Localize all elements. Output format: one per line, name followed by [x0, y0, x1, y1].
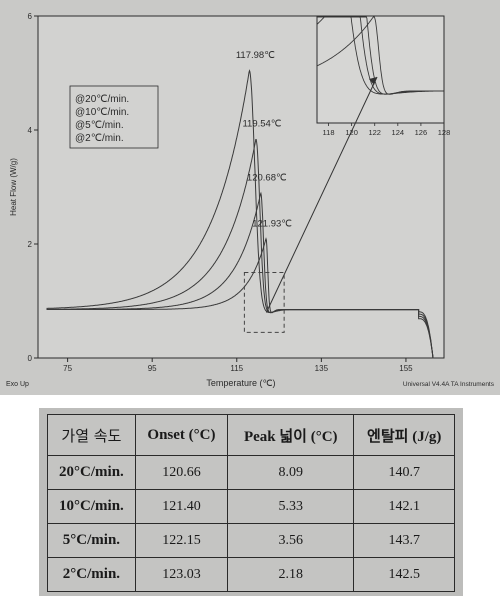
- table-row: 5°C/min. 122.15 3.56 143.7: [47, 523, 455, 558]
- dsc-chart-photo: 75 95 115 135 155 0 2 4 6 Temperature (℃) Heat Flo…: [0, 0, 500, 395]
- inset-x-tick-label: 118: [323, 128, 335, 137]
- cell-enthalpy: 142.1: [353, 489, 455, 524]
- dsc-chart: 75 95 115 135 155 0 2 4 6 Temperature (℃) Heat Flo…: [6, 12, 495, 388]
- zoom-arrow-line: [265, 76, 378, 313]
- x-tick-label: 95: [148, 364, 157, 373]
- cell-rate: 10°C/min.: [47, 489, 136, 524]
- legend-box: [69, 85, 159, 149]
- inset-x-tick-label: 126: [415, 128, 428, 137]
- cell-peak-width: 3.56: [227, 523, 355, 558]
- instrument-note: Universal V4.4A TA Instruments: [403, 381, 495, 388]
- table-row: 10°C/min. 121.40 5.33 142.1: [47, 489, 455, 524]
- peak-label: 121.93℃: [252, 218, 292, 229]
- cell-enthalpy: 140.7: [353, 455, 455, 490]
- y-tick-label: 2: [28, 240, 33, 249]
- y-axis-label: Heat Flow (W/g): [9, 158, 18, 216]
- cell-peak-width: 5.33: [227, 489, 355, 524]
- inset-series-line-4: [316, 16, 444, 95]
- peak-label: 119.54℃: [242, 119, 281, 130]
- inset-x-tick-label: 122: [368, 128, 381, 137]
- y-tick-label: 6: [28, 12, 33, 21]
- table-row: 20°C/min. 120.66 8.09 140.7: [47, 455, 455, 490]
- peak-label: 120.68℃: [247, 173, 287, 184]
- x-axis-label: Temperature (℃): [206, 378, 275, 388]
- exo-up-note: Exo Up: [6, 381, 29, 388]
- legend-entry: @20℃/min.: [75, 94, 129, 105]
- table-row: 2°C/min. 123.03 2.18 142.5: [47, 557, 455, 592]
- x-tick-label: 75: [63, 364, 72, 373]
- inset-x-tick-label: 124: [392, 128, 405, 137]
- inset-x-tick-label: 120: [345, 128, 358, 137]
- y-tick-label: 0: [28, 354, 33, 363]
- header-onset: Onset (°C): [134, 414, 229, 456]
- legend-entry: @10℃/min.: [75, 107, 129, 118]
- series-line-4: [46, 237, 434, 359]
- cell-onset: 122.15: [134, 523, 229, 558]
- y-tick-label: 4: [28, 126, 33, 135]
- cell-enthalpy: 142.5: [353, 557, 455, 592]
- cell-rate: 5°C/min.: [47, 523, 136, 558]
- x-tick-label: 115: [230, 364, 243, 373]
- inset-x-tick-label: 128: [438, 128, 451, 137]
- cell-enthalpy: 143.7: [353, 523, 455, 558]
- dsc-results-table: 가열 속도 Onset (°C) Peak 넓이 (°C) 엔탈피 (J/g) …: [47, 414, 455, 592]
- zoom-region-box: [243, 272, 285, 333]
- x-tick-label: 135: [315, 364, 329, 373]
- dsc-results-card: 가열 속도 Onset (°C) Peak 넓이 (°C) 엔탈피 (J/g) …: [39, 408, 463, 596]
- legend-entry: @2℃/min.: [75, 133, 124, 144]
- header-heating-rate: 가열 속도: [47, 414, 136, 456]
- cell-peak-width: 8.09: [227, 455, 355, 490]
- cell-rate: 20°C/min.: [47, 455, 136, 490]
- cell-onset: 123.03: [134, 557, 229, 592]
- header-enthalpy: 엔탈피 (J/g): [353, 414, 455, 456]
- legend-entry: @5℃/min.: [75, 120, 124, 131]
- cell-onset: 120.66: [134, 455, 229, 490]
- cell-peak-width: 2.18: [227, 557, 355, 592]
- cell-rate: 2°C/min.: [47, 557, 136, 592]
- header-peak-width: Peak 넓이 (°C): [227, 414, 355, 456]
- peak-label: 117.98℃: [236, 50, 275, 61]
- table-header-row: 가열 속도 Onset (°C) Peak 넓이 (°C) 엔탈피 (J/g): [47, 414, 455, 456]
- zoom-arrow-head: [369, 77, 378, 85]
- cell-onset: 121.40: [134, 489, 229, 524]
- x-tick-label: 155: [399, 364, 413, 373]
